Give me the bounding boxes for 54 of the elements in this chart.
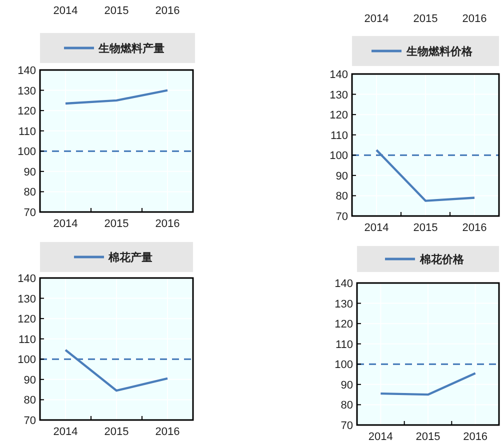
y-tick-label: 100 xyxy=(18,354,36,366)
x-tick-label: 2015 xyxy=(413,222,438,234)
y-tick-label: 80 xyxy=(24,186,36,199)
y-tick-label: 130 xyxy=(334,298,353,310)
x-tick-label: 2015 xyxy=(104,218,129,230)
y-tick-label: 110 xyxy=(18,334,36,346)
x-tick-label: 2016 xyxy=(463,431,488,443)
y-tick-label: 130 xyxy=(18,85,36,98)
y-tick-label: 70 xyxy=(24,415,36,427)
y-tick-label: 130 xyxy=(330,89,348,102)
y-tick-label: 110 xyxy=(18,126,36,138)
y-tick-label: 140 xyxy=(18,65,36,77)
category-label: 2015 xyxy=(104,5,129,17)
category-label: 2016 xyxy=(155,5,180,17)
y-tick-label: 140 xyxy=(334,278,353,290)
y-tick-label: 100 xyxy=(18,146,36,158)
y-tick-label: 90 xyxy=(24,374,36,386)
legend-label: 棉花产量 xyxy=(108,251,152,264)
y-tick-label: 110 xyxy=(335,338,353,351)
category-label: 2015 xyxy=(413,13,438,25)
x-tick-label: 2014 xyxy=(364,222,389,234)
y-tick-label: 90 xyxy=(336,170,348,182)
y-tick-label: 70 xyxy=(336,211,348,223)
y-tick-label: 140 xyxy=(18,273,36,285)
y-tick-label: 140 xyxy=(330,69,348,81)
y-tick-label: 80 xyxy=(24,394,36,407)
y-tick-label: 90 xyxy=(24,166,36,178)
y-tick-label: 70 xyxy=(24,207,36,219)
y-tick-label: 100 xyxy=(334,359,353,372)
y-tick-label: 70 xyxy=(340,420,353,432)
y-tick-label: 120 xyxy=(18,106,36,118)
y-tick-label: 120 xyxy=(334,318,353,331)
y-tick-label: 90 xyxy=(340,379,353,392)
y-tick-label: 130 xyxy=(18,293,36,306)
y-tick-label: 100 xyxy=(330,150,348,162)
x-tick-label: 2016 xyxy=(155,426,180,438)
x-tick-label: 2016 xyxy=(462,222,487,234)
legend-label: 棉花价格 xyxy=(419,253,465,266)
x-tick-label: 2015 xyxy=(416,431,440,443)
y-tick-label: 80 xyxy=(336,190,348,203)
category-label: 2014 xyxy=(53,5,78,17)
category-label: 2016 xyxy=(462,13,487,25)
x-tick-label: 2014 xyxy=(368,431,393,443)
category-label: 2014 xyxy=(364,13,389,25)
y-tick-label: 80 xyxy=(340,400,353,412)
legend-label: 生物燃料价格 xyxy=(406,45,474,58)
x-tick-label: 2016 xyxy=(155,218,180,230)
y-tick-label: 120 xyxy=(18,314,36,326)
x-tick-label: 2015 xyxy=(104,426,129,438)
y-tick-label: 110 xyxy=(330,130,348,142)
x-tick-label: 2014 xyxy=(53,426,78,438)
x-tick-label: 2014 xyxy=(53,218,78,230)
legend-label: 生物燃料产量 xyxy=(98,42,164,55)
y-tick-label: 120 xyxy=(330,110,348,122)
